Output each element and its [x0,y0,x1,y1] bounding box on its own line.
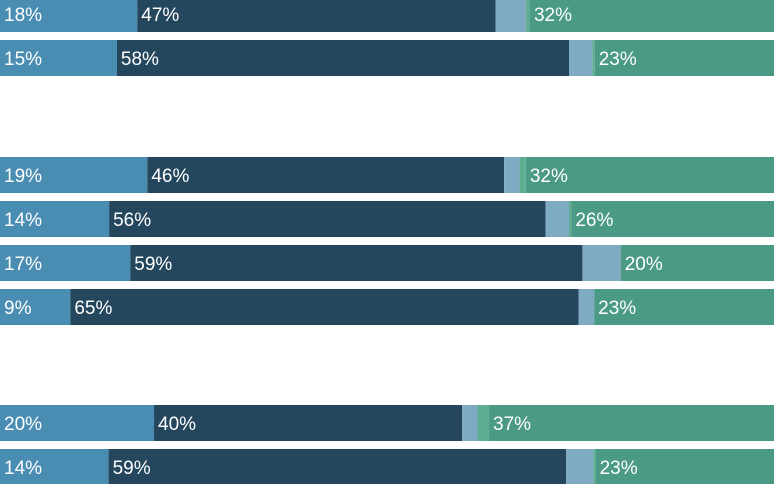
bar-segment [0,201,110,237]
bar-segment [545,201,569,237]
data-label: 20% [625,254,663,275]
bar-segment [594,289,774,325]
bar-segment [108,449,567,484]
data-label: 9% [4,298,32,319]
data-label: 47% [141,5,179,26]
bar-segment [0,245,131,281]
bar-row-3-1: 20% 40% 37% [0,405,774,441]
bar-segment [519,157,526,193]
bar-segment [569,40,593,76]
data-label: 26% [575,210,613,231]
data-label: 20% [4,414,42,435]
bar-segment [147,157,505,193]
data-label: 19% [4,166,42,187]
bar-segment [571,201,774,237]
bar-segment [154,405,463,441]
bar-segment [593,449,596,484]
bar-segment [70,289,579,325]
bar-group-3: 20% 40% 37% 14% 59% 23% [0,405,774,484]
bar-row-2-4: 9% 65% 23% [0,289,774,325]
bar-segment [620,245,774,281]
data-label: 23% [599,49,637,70]
bar-segment [489,405,774,441]
bar-row-1-2: 15% 58% 23% [0,40,774,76]
bar-segment [0,40,117,76]
bar-segment [477,405,490,441]
data-label: 56% [113,210,151,231]
bar-segment [569,201,572,237]
data-label: 40% [158,414,196,435]
bar-segment [0,405,155,441]
bar-segment [109,201,546,237]
bar-row-2-1: 19% 46% 32% [0,157,774,193]
data-label: 18% [4,5,42,26]
bar-segment [504,157,520,193]
bar-segment [495,0,527,32]
bar-segment [526,0,530,32]
data-label: 14% [4,458,42,479]
bar-segment [594,40,774,76]
data-label: 15% [4,49,42,70]
bar-segment [462,405,478,441]
data-label: 32% [530,166,568,187]
data-label: 23% [600,458,638,479]
data-label: 32% [534,5,572,26]
data-label: 17% [4,254,42,275]
bar-segment [116,40,570,76]
data-label: 23% [598,298,636,319]
data-label: 46% [151,166,189,187]
data-label: 59% [134,254,172,275]
bar-segment [0,157,148,193]
bar-segment [592,40,595,76]
bar-segment [578,289,595,325]
data-label: 58% [121,49,159,70]
bar-segment [0,0,138,32]
bar-segment [137,0,496,32]
bar-group-2: 19% 46% 32% 14% 56% 26% 17% 59% 20% 9% 65% 23% [0,157,774,325]
data-label: 65% [74,298,112,319]
bar-segment [0,449,109,484]
bar-segment [582,245,621,281]
bar-segment [566,449,594,484]
bar-segment [130,245,583,281]
data-label: 37% [493,414,531,435]
bar-row-3-2: 14% 59% 23% [0,449,774,484]
bar-segment [595,449,774,484]
data-label: 14% [4,210,42,231]
bar-group-1: 18% 47% 32% 15% 58% 23% [0,0,774,76]
bar-row-1-1: 18% 47% 32% [0,0,774,32]
bar-segment [529,0,774,32]
bar-segment [0,289,71,325]
bar-row-2-3: 17% 59% 20% [0,245,774,281]
bar-row-2-2: 14% 56% 26% [0,201,774,237]
bar-segment [525,157,774,193]
data-label: 59% [113,458,151,479]
